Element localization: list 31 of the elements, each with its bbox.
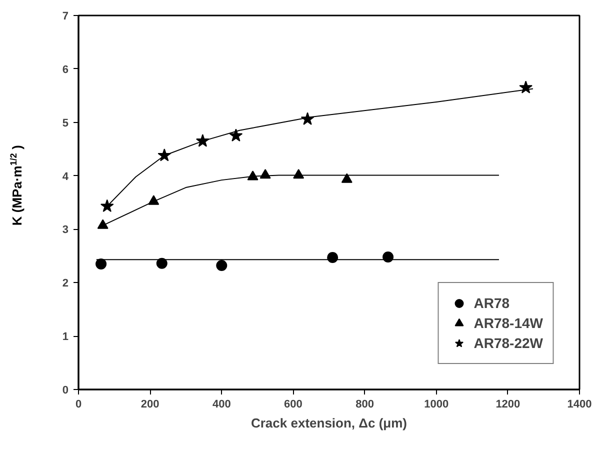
y-axis-title: K (MPa·m1/2) [8,145,24,226]
y-tick-label: 4 [62,170,70,183]
legend-label: AR78-22W [474,335,543,351]
x-tick-label: 600 [284,398,302,410]
legend-label: AR78 [474,295,510,311]
point [519,80,533,94]
y-tick-label: 3 [62,224,69,236]
x-tick-label: 1400 [567,398,592,410]
y-tick-label: 7 [62,10,69,22]
y-tick-label: 0 [62,384,69,396]
x-tick-label: 800 [356,398,374,410]
point [156,258,168,269]
point [341,173,352,183]
point [382,252,394,262]
x-tick-label: 1000 [424,398,449,410]
y-tick-label: 6 [62,64,69,76]
x-tick-label: 200 [140,398,160,410]
point [97,219,108,229]
point [327,252,338,264]
y-tick-label: 5 [62,117,69,130]
point [100,199,114,212]
legend-label: AR78-14W [474,315,543,331]
x-tick-label: 0 [75,398,82,410]
x-tick-label: 400 [212,398,231,410]
y-tick-label: 1 [62,331,69,344]
point [229,128,243,142]
point [96,258,107,270]
x-axis-title: Crack extension, Δc (μm) [250,416,408,430]
x-tick-label: 1200 [496,398,520,410]
point [216,260,228,272]
y-tick-label: 2 [62,278,69,290]
